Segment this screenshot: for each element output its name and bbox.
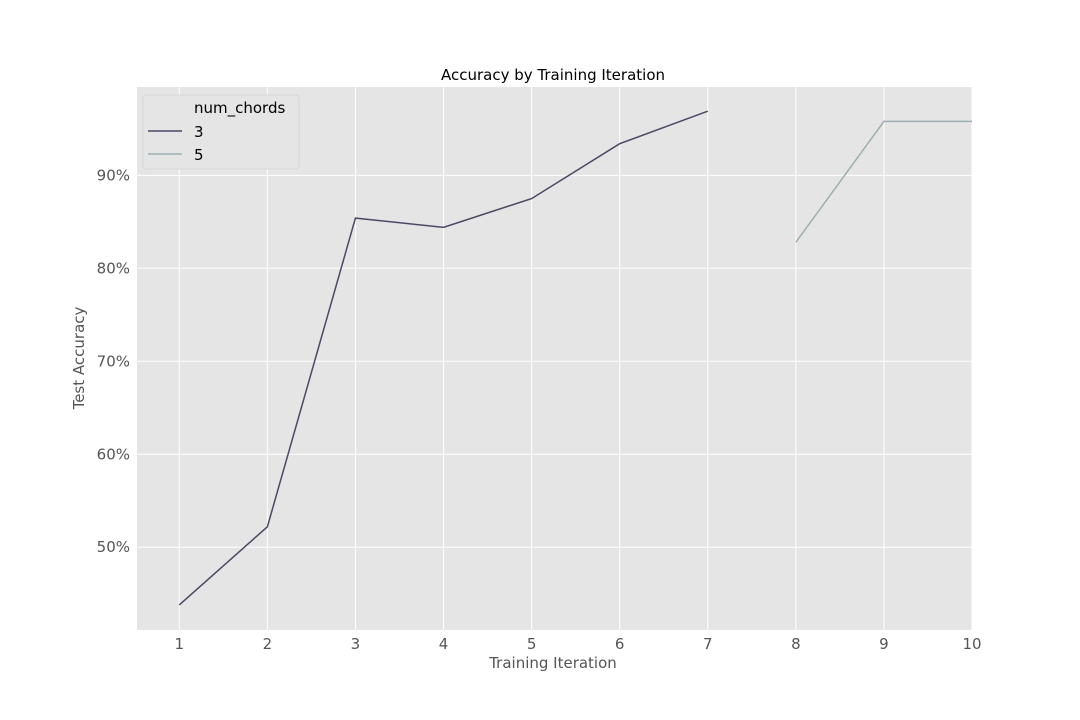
y-tick-label: 60% xyxy=(97,445,130,463)
plot-area xyxy=(137,87,972,630)
x-tick-label: 3 xyxy=(351,635,361,653)
legend-box xyxy=(142,94,300,170)
legend: num_chords 3 5 xyxy=(142,94,300,170)
legend-label-5: 5 xyxy=(194,146,204,164)
x-tick-label: 5 xyxy=(527,635,537,653)
x-tick-label: 10 xyxy=(962,635,981,653)
y-tick-label: 70% xyxy=(97,352,130,370)
gridlines xyxy=(137,87,973,630)
x-tick-label: 1 xyxy=(175,635,185,653)
x-tick-label: 4 xyxy=(439,635,449,653)
x-tick-label: 9 xyxy=(879,635,889,653)
x-tick-label: 6 xyxy=(615,635,625,653)
legend-label-3: 3 xyxy=(194,123,204,141)
y-axis-label: Test Accuracy xyxy=(70,306,88,410)
x-tick-label: 8 xyxy=(791,635,801,653)
x-tick-label: 7 xyxy=(703,635,713,653)
y-ticks: 50% 60% 70% 80% 90% xyxy=(97,166,130,556)
x-axis-label: Training Iteration xyxy=(488,654,617,672)
y-tick-label: 80% xyxy=(97,259,130,277)
series-lines xyxy=(178,110,973,606)
y-tick-label: 50% xyxy=(97,538,130,556)
y-tick-label: 90% xyxy=(97,166,130,184)
x-tick-label: 2 xyxy=(263,635,273,653)
x-ticks: 1 2 3 4 5 6 7 8 9 10 xyxy=(175,635,982,653)
legend-title: num_chords xyxy=(194,99,285,118)
chart-title: Accuracy by Training Iteration xyxy=(441,66,665,84)
